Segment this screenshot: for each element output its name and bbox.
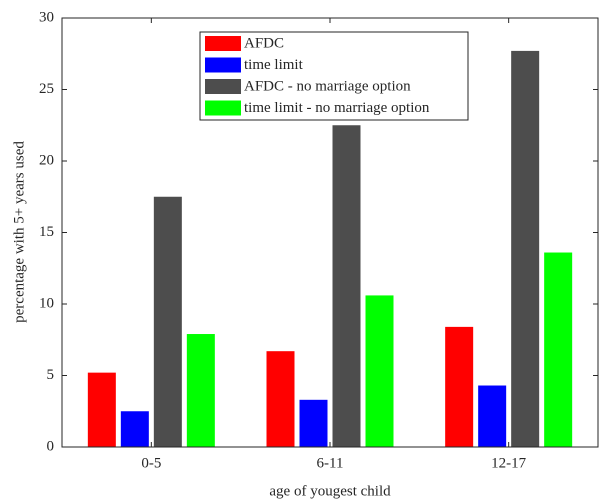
y-tick-label: 10 xyxy=(39,295,54,311)
y-tick-label: 20 xyxy=(39,152,54,168)
bar xyxy=(153,196,182,447)
legend-label: time limit - no marriage option xyxy=(244,100,430,116)
bar xyxy=(186,334,215,447)
y-tick-label: 30 xyxy=(39,9,54,25)
y-axis-label: percentage with 5+ years used xyxy=(11,141,27,323)
legend-label: time limit xyxy=(244,57,304,73)
bar xyxy=(120,411,149,447)
bar xyxy=(332,125,361,447)
bar xyxy=(511,50,540,447)
x-axis-label: age of yougest child xyxy=(269,483,391,499)
x-tick-label: 12-17 xyxy=(491,455,526,471)
bar xyxy=(365,295,394,447)
legend: AFDC time limit AFDC - no marriage option t… xyxy=(199,31,469,121)
legend-label: AFDC xyxy=(244,35,284,51)
y-tick-label: 15 xyxy=(39,224,54,240)
bar xyxy=(266,351,295,447)
y-tick-label: 5 xyxy=(47,367,55,383)
bar xyxy=(445,326,474,447)
legend-box xyxy=(199,31,469,121)
y-tick-label: 25 xyxy=(39,81,54,97)
bar xyxy=(478,385,507,447)
bar xyxy=(87,372,116,447)
legend-swatch xyxy=(205,79,241,94)
axes-box xyxy=(61,17,599,448)
legend-swatch xyxy=(205,57,241,73)
y-tick-label: 0 xyxy=(47,438,55,454)
legend-label: AFDC - no marriage option xyxy=(244,78,411,94)
x-tick-label: 0-5 xyxy=(141,455,161,471)
bar xyxy=(299,399,328,447)
legend-swatch xyxy=(205,100,241,116)
x-tick-label: 6-11 xyxy=(317,455,344,471)
legend-swatch xyxy=(205,36,241,51)
bar xyxy=(544,252,573,447)
